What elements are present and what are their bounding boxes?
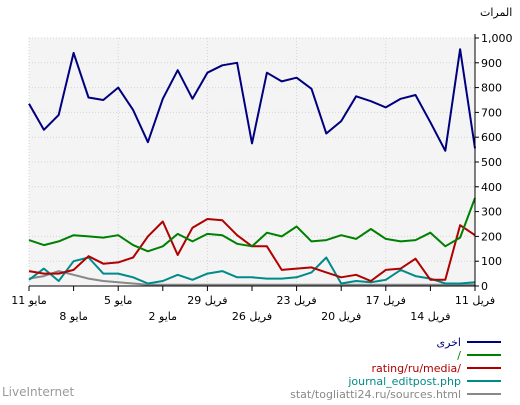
x-tick-label: 2 مايو — [149, 310, 178, 323]
y-tick-label: 1,000 — [481, 32, 513, 45]
legend-label: stat/togliatti24.ru/sources.html — [290, 388, 461, 401]
legend-label: / — [457, 349, 461, 362]
x-tick-label: 5 مايو — [104, 294, 133, 307]
x-tick-label: 11 مايو — [11, 294, 47, 307]
x-tick-label: 26 فريل — [232, 310, 272, 323]
series-line — [28, 197, 476, 253]
x-tick-label: 14 فريل — [410, 310, 450, 323]
y-tick-label: 900 — [481, 57, 502, 70]
series-line — [28, 270, 475, 286]
y-tick-label: 800 — [481, 82, 502, 95]
legend-label: rating/ru/media/ — [372, 362, 462, 375]
x-tick-label: 8 مايو — [59, 310, 88, 323]
series-line — [28, 48, 476, 152]
y-tick-label: 200 — [481, 230, 502, 243]
y-tick-label: 100 — [481, 255, 502, 268]
y-axis-title: المرات — [480, 6, 512, 19]
y-tick-label: 300 — [481, 206, 502, 219]
series-line — [28, 256, 476, 285]
legend-label: اخرى — [436, 336, 461, 349]
legend-label: journal_editpost.php — [347, 375, 461, 388]
x-tick-label: 23 فريل — [276, 294, 316, 307]
x-tick-label: 20 فريل — [321, 310, 361, 323]
x-tick-label: 17 فريل — [366, 294, 406, 307]
x-tick-label: 29 فريل — [187, 294, 227, 307]
y-tick-label: 500 — [481, 156, 502, 169]
y-tick-label: 400 — [481, 181, 502, 194]
y-tick-label: 700 — [481, 106, 502, 119]
y-tick-label: 600 — [481, 131, 502, 144]
x-tick-label: 11 فريل — [455, 294, 495, 307]
brand-label: LiveInternet — [2, 385, 75, 399]
y-tick-label: 0 — [481, 280, 488, 293]
